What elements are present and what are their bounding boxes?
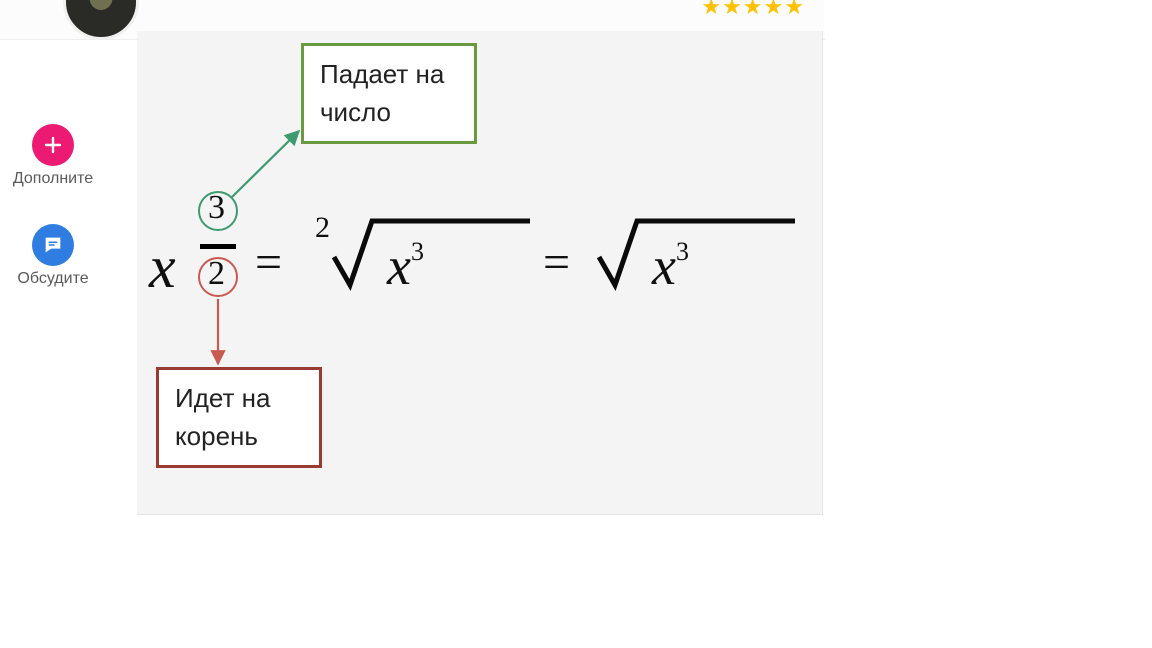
star-icon: ★ bbox=[764, 0, 785, 19]
plus-icon bbox=[43, 135, 63, 155]
annotation-text: Падает на bbox=[320, 56, 458, 94]
chat-icon bbox=[42, 234, 64, 256]
annotation-text: число bbox=[320, 94, 458, 132]
fraction-bar bbox=[200, 244, 236, 249]
discuss-label: Обсудите bbox=[8, 270, 98, 288]
rating-stars: ★★★★★ bbox=[701, 0, 805, 20]
math-exp: 3 bbox=[411, 237, 424, 266]
annotation-text: Идет на bbox=[175, 380, 303, 418]
discuss-button[interactable] bbox=[32, 224, 74, 266]
math-root-index: 2 bbox=[315, 211, 330, 245]
avatar[interactable] bbox=[63, 0, 139, 40]
math-equals: = bbox=[255, 235, 282, 290]
avatar-image bbox=[63, 0, 139, 40]
add-label: Дополните bbox=[8, 170, 98, 188]
math-numerator: 3 bbox=[208, 189, 225, 227]
math-equals: = bbox=[543, 235, 570, 290]
add-button[interactable] bbox=[32, 124, 74, 166]
figure: Падает на число Идет на корень x 3 2 = 2… bbox=[137, 31, 823, 515]
annotation-box-top: Падает на число bbox=[301, 43, 477, 144]
radical-2 bbox=[597, 215, 797, 291]
math-x: x bbox=[387, 236, 411, 296]
sidebar-add: Дополните bbox=[8, 124, 98, 188]
star-icon: ★ bbox=[722, 0, 743, 19]
radicand-2: x3 bbox=[652, 235, 689, 297]
math-denominator: 2 bbox=[208, 255, 225, 293]
annotation-text: корень bbox=[175, 418, 303, 456]
arrow-top bbox=[232, 131, 299, 197]
star-icon: ★ bbox=[784, 0, 805, 19]
star-icon: ★ bbox=[701, 0, 722, 19]
annotation-box-bottom: Идет на корень bbox=[156, 367, 322, 468]
star-icon: ★ bbox=[743, 0, 764, 19]
math-x: x bbox=[652, 236, 676, 296]
radicand-1: x3 bbox=[387, 235, 424, 297]
math-x: x bbox=[149, 233, 176, 302]
sidebar-discuss: Обсудите bbox=[8, 224, 98, 288]
math-exp: 3 bbox=[676, 237, 689, 266]
radical-1 bbox=[332, 215, 532, 291]
